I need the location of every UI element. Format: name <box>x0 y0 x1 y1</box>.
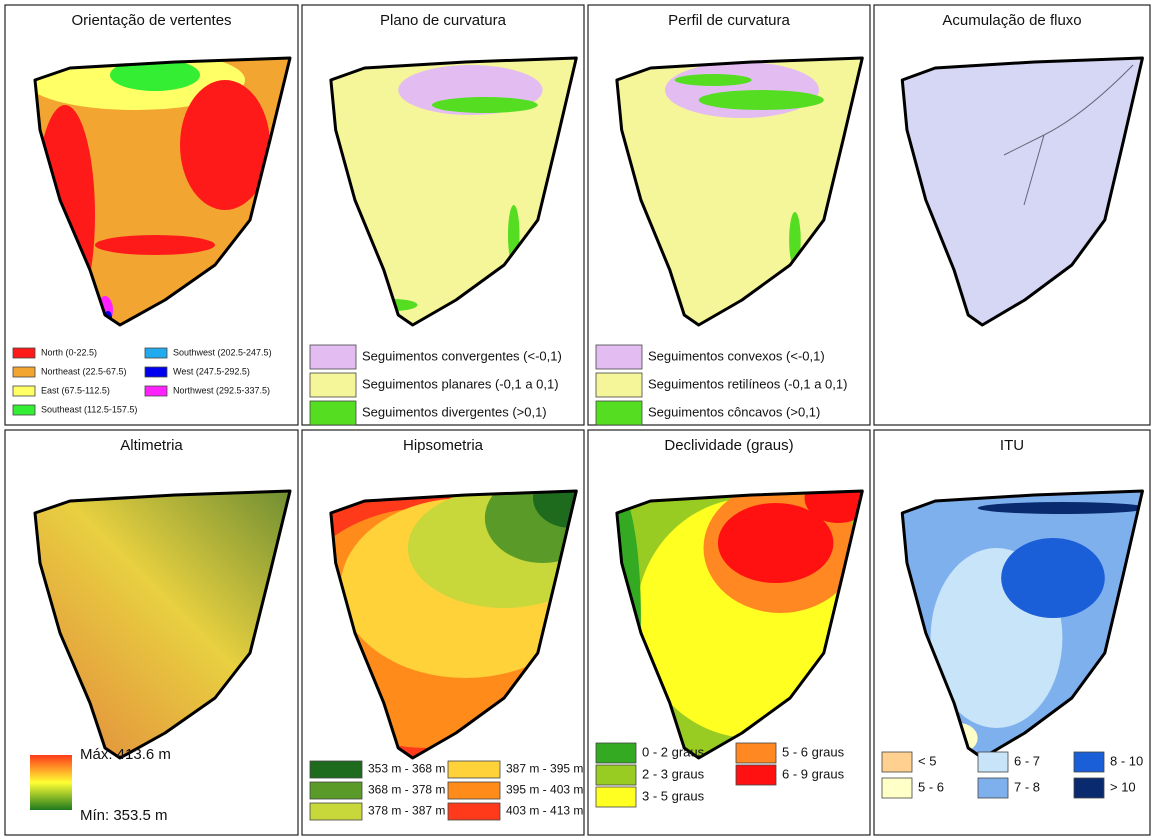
legend-label: < 5 <box>918 753 936 768</box>
panel: Perfil de curvatura Seguimentos convexos … <box>540 0 925 425</box>
legend-min: Mín: 353.5 m <box>80 807 168 824</box>
legend-swatch <box>448 782 500 799</box>
legend-swatch <box>596 787 636 807</box>
map-region <box>675 74 752 86</box>
panel-title: Declividade (graus) <box>664 437 793 454</box>
legend-swatch <box>596 743 636 763</box>
legend-swatch <box>310 782 362 799</box>
legend-swatch <box>736 743 776 763</box>
legend-label: Seguimentos côncavos (>0,1) <box>648 404 820 419</box>
legend-label: 368 m - 378 m <box>368 783 445 797</box>
panel: Acumulação de fluxo <box>827 0 1153 425</box>
legend-swatch <box>145 348 167 358</box>
legend-label: Seguimentos retilíneos (-0,1 a 0,1) <box>648 376 847 391</box>
panel: Declividade (graus) 0 - 2 graus 2 - 3 grau… <box>540 428 925 835</box>
panel: ITU < 5 5 - 6 6 - 7 7 - 8 8 - 10 > 10 <box>827 428 1153 835</box>
legend-label: Seguimentos divergentes (>0,1) <box>362 404 547 419</box>
legend-swatch <box>978 778 1008 798</box>
legend-label: 5 - 6 <box>918 779 944 794</box>
legend-label: Seguimentos planares (-0,1 a 0,1) <box>362 376 559 391</box>
legend-swatch <box>310 345 356 369</box>
map-region <box>1001 538 1105 618</box>
legend-label: Seguimentos convexos (<-0,1) <box>648 348 825 363</box>
panel-title: Perfil de curvatura <box>668 12 790 29</box>
legend-swatch <box>596 373 642 397</box>
panel: Hipsometria 353 m - 368 m 368 m - 378 m 378… <box>254 428 639 835</box>
legend-label: > 10 <box>1110 779 1136 794</box>
legend-label: East (67.5-112.5) <box>41 385 110 395</box>
legend-swatch <box>448 761 500 778</box>
panel-title: Plano de curvatura <box>380 12 507 29</box>
legend-swatch <box>310 803 362 820</box>
legend-label: Northeast (22.5-67.5) <box>41 366 127 376</box>
map-region <box>699 90 824 110</box>
legend-max: Máx: 413.6 m <box>80 746 171 763</box>
panel-title: Orientação de vertentes <box>71 12 231 29</box>
legend-swatch <box>882 778 912 798</box>
legend-label: 378 m - 387 m <box>368 804 445 818</box>
legend-swatch <box>736 765 776 785</box>
legend-label: 6 - 9 graus <box>782 766 845 781</box>
panel-title: Hipsometria <box>403 437 484 454</box>
legend-swatch <box>13 348 35 358</box>
legend-swatch <box>145 386 167 396</box>
panel: Plano de curvatura Seguimentos convergent… <box>254 0 639 425</box>
figure: Orientação de vertentes North (0-22.5) Nor… <box>0 0 1153 839</box>
map-region <box>95 235 215 255</box>
legend-swatch <box>596 345 642 369</box>
legend-swatch <box>596 401 642 425</box>
legend-swatch <box>448 803 500 820</box>
legend-swatch <box>1074 778 1104 798</box>
legend-label: Southeast (112.5-157.5) <box>41 404 137 414</box>
legend-label: 387 m - 395 m <box>506 762 583 776</box>
legend-label: 3 - 5 graus <box>642 788 705 803</box>
map-region <box>978 502 1148 514</box>
legend-swatch <box>310 761 362 778</box>
legend-label: Northwest (292.5-337.5) <box>173 385 270 395</box>
legend-label: 7 - 8 <box>1014 779 1040 794</box>
legend-swatch <box>310 373 356 397</box>
panel-title: Altimetria <box>120 437 183 454</box>
legend-label: 8 - 10 <box>1110 753 1143 768</box>
legend-swatch <box>310 401 356 425</box>
legend-label: 6 - 7 <box>1014 753 1040 768</box>
panel-title: Acumulação de fluxo <box>942 12 1081 29</box>
legend-swatch <box>596 765 636 785</box>
legend-swatch <box>882 752 912 772</box>
legend-label: North (0-22.5) <box>41 347 97 357</box>
legend-label: 353 m - 368 m <box>368 762 445 776</box>
map-region <box>432 97 538 113</box>
legend-swatch <box>13 386 35 396</box>
legend-label: 5 - 6 graus <box>782 744 845 759</box>
legend-swatch <box>978 752 1008 772</box>
legend-swatch <box>145 367 167 377</box>
map-region <box>665 62 819 118</box>
legend-swatch <box>13 405 35 415</box>
legend-label: 0 - 2 graus <box>642 744 705 759</box>
legend-label: 2 - 3 graus <box>642 766 705 781</box>
gradient-bar <box>30 755 72 810</box>
legend-label: Seguimentos convergentes (<-0,1) <box>362 348 562 363</box>
legend-swatch <box>13 367 35 377</box>
legend-swatch <box>1074 752 1104 772</box>
legend-label: 403 m - 413 m <box>506 804 583 818</box>
panel-title: ITU <box>1000 437 1024 454</box>
legend-label: West (247.5-292.5) <box>173 366 250 376</box>
legend-label: 395 m - 403 m <box>506 783 583 797</box>
legend-label: Southwest (202.5-247.5) <box>173 347 272 357</box>
